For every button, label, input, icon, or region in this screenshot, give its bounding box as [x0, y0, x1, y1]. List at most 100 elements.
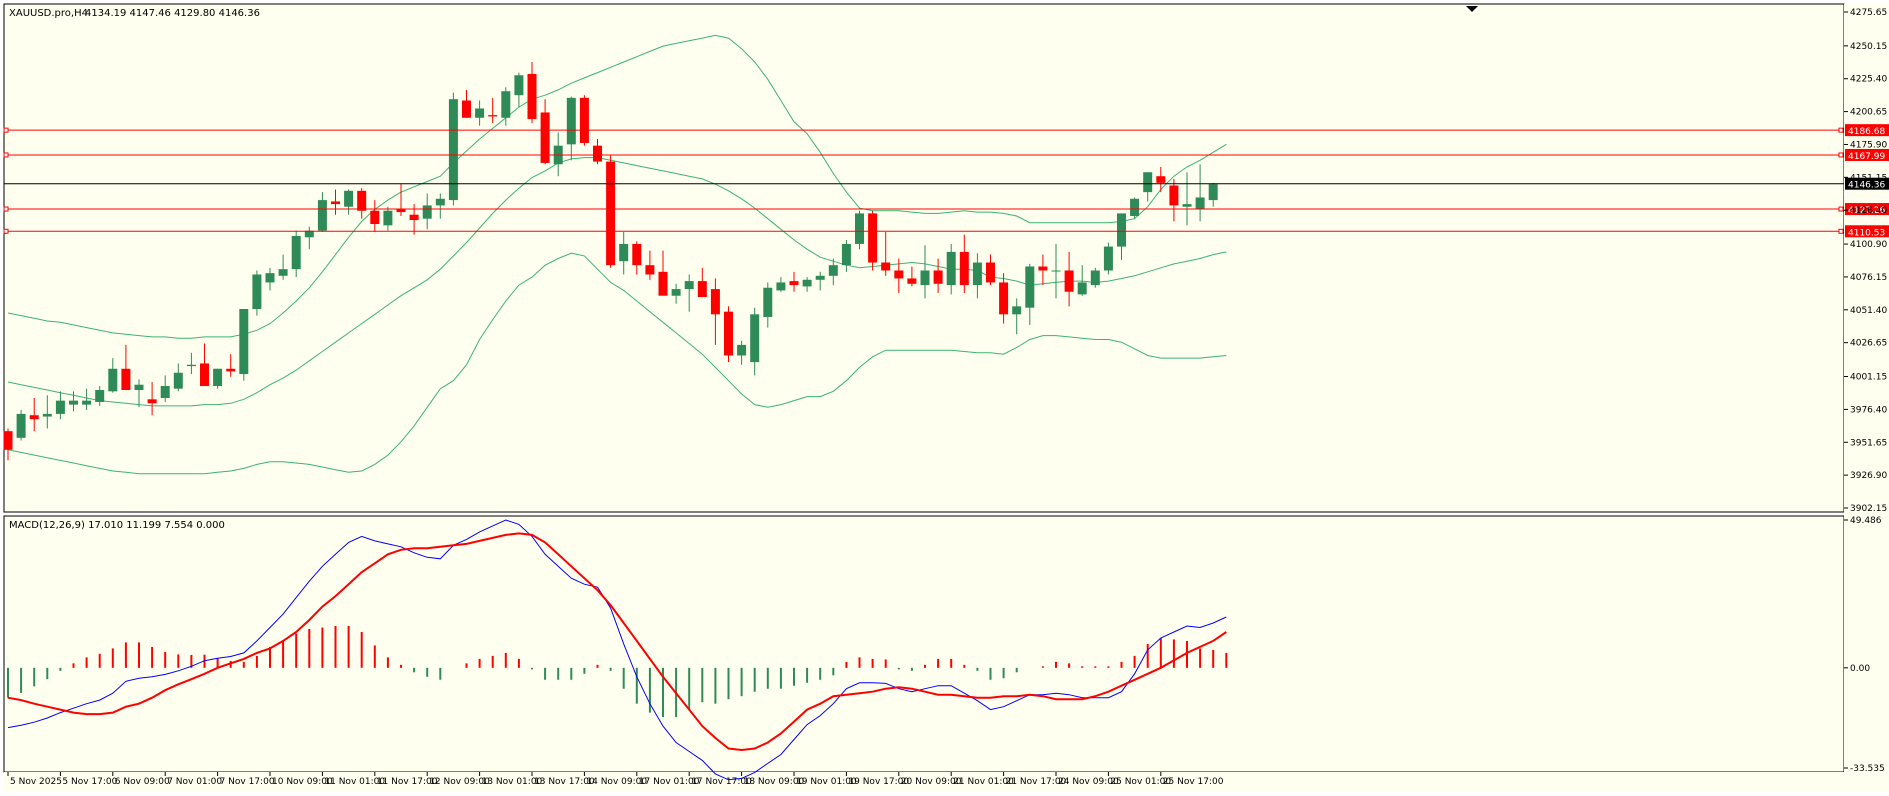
candle: [265, 267, 275, 291]
candle: [710, 278, 720, 345]
candle-body: [422, 205, 432, 219]
line-handle-icon[interactable]: [1838, 152, 1844, 158]
candle-body: [239, 309, 249, 375]
candle: [972, 253, 982, 299]
candle-body: [920, 270, 930, 286]
candle: [173, 363, 183, 392]
candle: [186, 352, 196, 375]
candle-body: [1117, 213, 1126, 247]
line-handle-icon[interactable]: [3, 228, 9, 234]
candle: [868, 210, 878, 271]
candle-body: [55, 400, 65, 414]
line-handle-icon[interactable]: [3, 206, 9, 212]
candle-body: [370, 210, 380, 225]
line-handle-icon[interactable]: [1838, 127, 1844, 133]
candle-body: [658, 271, 668, 296]
candle-body: [724, 311, 733, 356]
candle-body: [684, 281, 694, 290]
candle: [121, 344, 131, 391]
candle: [291, 230, 301, 278]
candle: [514, 72, 524, 108]
candle: [1195, 164, 1205, 222]
candle: [1025, 263, 1035, 325]
macd-tick-label: 0.00: [1850, 664, 1870, 674]
price-tick-label: 4151.15: [1850, 173, 1887, 183]
macd-line: [7, 519, 1227, 781]
price-tick-label: 4051.40: [1850, 306, 1887, 316]
candle-body: [579, 97, 589, 144]
price-axis: 4275.65 4250.15 4225.40 4200.65 4175.90 4151.…: [1844, 8, 1887, 514]
candle: [475, 100, 485, 126]
candle-body: [632, 243, 642, 266]
candle-body: [789, 281, 799, 286]
candle: [160, 375, 170, 402]
candle-body: [841, 243, 851, 266]
time-tick-label: 5 Nov 2025: [10, 777, 62, 787]
candle: [1051, 243, 1061, 299]
candles: [3, 61, 1218, 461]
ohlc-header: 4134.19 4147.46 4129.80 4146.36: [85, 8, 260, 19]
time-tick-label: 17 Nov 01:00: [639, 777, 700, 787]
band-middle-line: [7, 157, 1227, 407]
bollinger-bands: [7, 34, 1227, 475]
line-handle-icon[interactable]: [1838, 228, 1844, 234]
band-lower-line: [7, 252, 1227, 475]
candle-body: [357, 190, 367, 211]
candle: [724, 306, 733, 363]
candle-body: [501, 91, 511, 118]
candle-body: [1051, 270, 1061, 272]
time-tick-label: 17 Nov 17:00: [691, 777, 752, 787]
line-handle-icon[interactable]: [1838, 206, 1844, 212]
price-tick-label: 3926.90: [1850, 471, 1887, 481]
candle-body: [1182, 204, 1192, 207]
candle-body: [593, 145, 602, 162]
candle-body: [160, 386, 170, 398]
candle-body: [317, 200, 327, 231]
candle: [42, 395, 52, 429]
price-tick-label: 4175.90: [1850, 140, 1887, 150]
chart-shift-marker-icon[interactable]: [1466, 6, 1478, 12]
candle-body: [488, 115, 498, 117]
candle: [226, 354, 236, 377]
line-price-label: 4110.53: [1848, 228, 1885, 238]
candle: [357, 188, 367, 219]
time-tick-label: 13 Nov 17:00: [534, 777, 595, 787]
candle-body: [986, 262, 995, 283]
line-handle-icon[interactable]: [3, 152, 9, 158]
candle-body: [972, 262, 982, 286]
candle: [855, 210, 864, 250]
candle-body: [16, 413, 26, 438]
candle: [999, 273, 1009, 324]
time-tick-label: 19 Nov 17:00: [848, 777, 909, 787]
price-tick-label: 4126.40: [1850, 206, 1887, 216]
candle: [579, 95, 589, 146]
candle-body: [671, 289, 681, 296]
candle-body: [82, 400, 92, 405]
candle: [147, 382, 157, 416]
candle: [1077, 265, 1087, 296]
price-tick-label: 4250.15: [1850, 42, 1887, 52]
time-tick-label: 25 Nov 01:00: [1110, 777, 1171, 787]
candle: [737, 340, 747, 365]
candle: [986, 254, 995, 286]
candle-body: [462, 100, 471, 118]
candle: [606, 154, 616, 268]
candle-body: [42, 413, 52, 417]
candle: [422, 193, 432, 230]
main-panel: [3, 3, 1845, 513]
candle-body: [409, 214, 419, 221]
candle-body: [933, 270, 943, 284]
candle: [213, 368, 223, 389]
candle: [697, 267, 707, 298]
candle: [933, 258, 943, 294]
line-handle-icon[interactable]: [3, 127, 9, 133]
candle: [1182, 172, 1192, 226]
candle-body: [108, 368, 118, 392]
candle-body: [304, 230, 314, 238]
candle-body: [697, 281, 707, 298]
price-tick-label: 3902.15: [1850, 504, 1887, 514]
candle-body: [750, 314, 760, 363]
candle: [448, 92, 458, 206]
time-tick-label: 19 Nov 01:00: [796, 777, 857, 787]
